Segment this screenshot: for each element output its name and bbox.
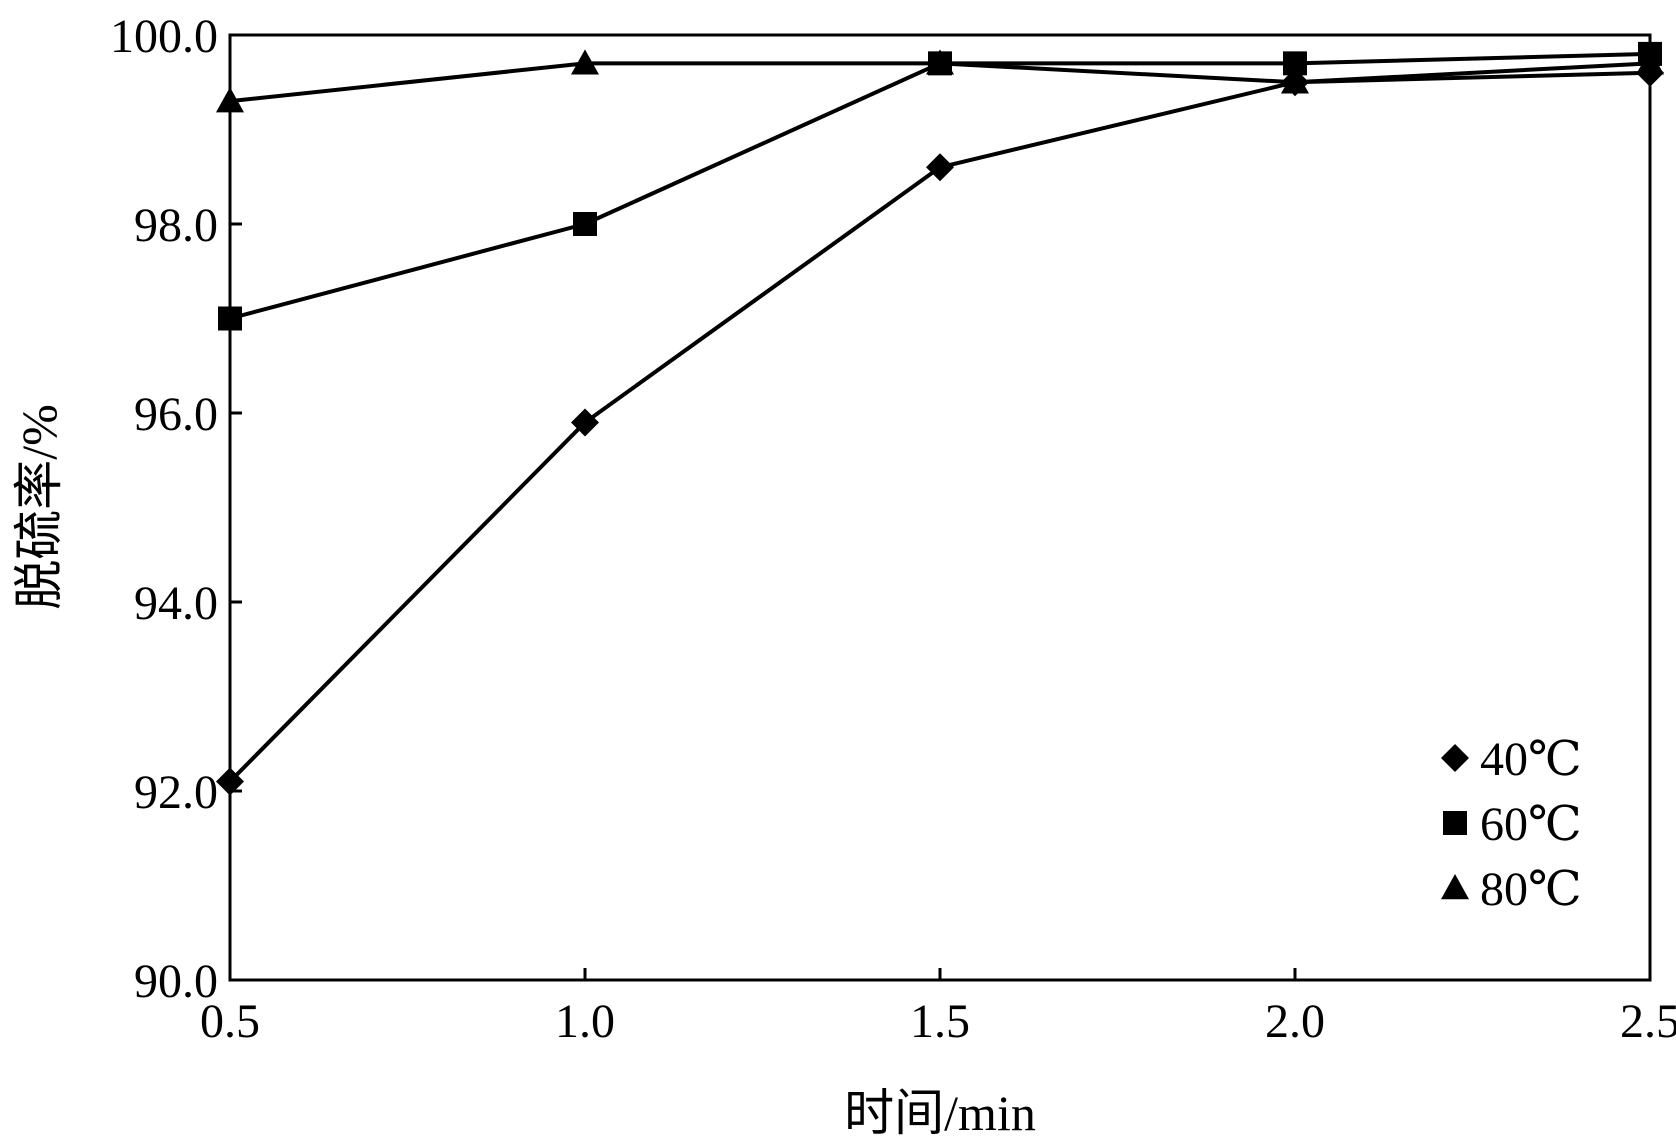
x-tick-label: 2.5	[1620, 995, 1676, 1048]
legend-label-40c: 40℃	[1480, 733, 1582, 786]
data-point-triangle	[571, 49, 599, 75]
legend-square-marker	[1443, 811, 1467, 835]
y-tick-label: 90.0	[134, 955, 218, 1008]
y-tick-label: 98.0	[134, 199, 218, 252]
legend-diamond-marker	[1441, 744, 1469, 772]
x-tick-label: 0.5	[200, 995, 260, 1048]
legend-square-shape	[1443, 811, 1467, 835]
x-tick-label: 1.5	[910, 995, 970, 1048]
data-point-triangle	[926, 49, 954, 75]
x-tick-label: 2.0	[1265, 995, 1325, 1048]
legend-item-40c: 40℃	[1441, 733, 1582, 786]
x-axis-ticks: 0.5 1.0 1.5 2.0 2.5	[200, 968, 1676, 1048]
data-point-triangle	[1636, 49, 1664, 75]
data-point-triangle	[1281, 68, 1309, 94]
x-tick-label: 1.0	[555, 995, 615, 1048]
plot-area: 0.5 1.0 1.5 2.0 2.5 90.0 92.0 94.0 96.0 98.0 100.…	[110, 10, 1676, 1048]
y-tick-label: 96.0	[134, 388, 218, 441]
data-point-diamond	[571, 408, 599, 437]
legend-diamond-shape	[1441, 744, 1469, 772]
data-point-triangle	[216, 87, 244, 113]
data-point-diamond	[216, 767, 244, 796]
y-tick-label: 100.0	[110, 10, 218, 63]
legend-label-60c: 60℃	[1480, 798, 1582, 851]
y-tick-label: 94.0	[134, 577, 218, 630]
legend-item-80c: 80℃	[1441, 863, 1582, 916]
data-point-square	[573, 212, 597, 236]
legend-triangle-marker	[1441, 874, 1469, 900]
legend-triangle-shape	[1441, 874, 1469, 900]
y-tick-label: 92.0	[134, 766, 218, 819]
y-axis-title: 脱硫率/%	[11, 404, 67, 610]
series-line-square	[229, 51, 1651, 321]
data-point-square	[218, 306, 242, 331]
legend: 40℃ 60℃ 80℃	[1441, 733, 1582, 916]
legend-label-80c: 80℃	[1480, 863, 1582, 916]
series-markers	[216, 41, 1664, 796]
legend-item-60c: 60℃	[1443, 798, 1582, 851]
y-axis-ticks: 90.0 92.0 94.0 96.0 98.0 100.0	[110, 10, 242, 1008]
data-point-diamond	[926, 153, 954, 182]
x-axis-title: 时间/min	[844, 1085, 1036, 1141]
